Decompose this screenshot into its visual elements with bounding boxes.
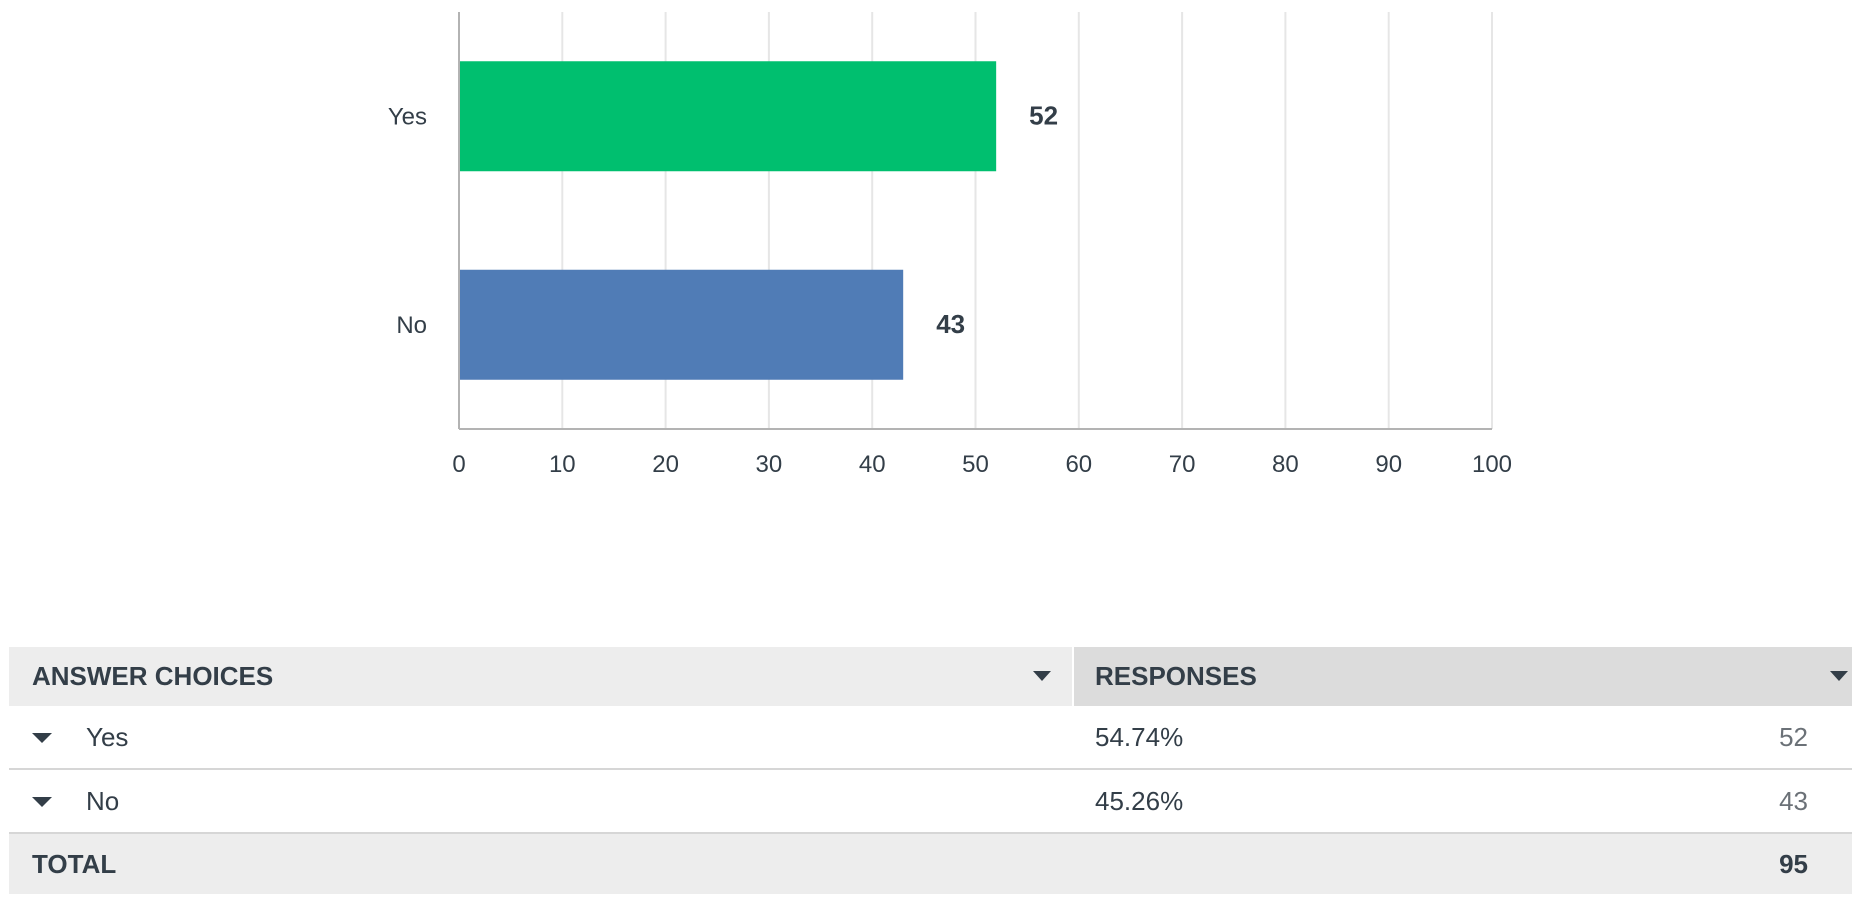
bar-no bbox=[460, 269, 904, 380]
table-row: Yes 54.74% 52 bbox=[9, 706, 1852, 770]
response-percent: 54.74% bbox=[1095, 722, 1184, 752]
category-label: No bbox=[396, 312, 427, 339]
x-tick-label: 30 bbox=[756, 451, 783, 478]
total-row: TOTAL 95 bbox=[9, 834, 1852, 894]
x-tick-label: 10 bbox=[549, 451, 576, 478]
x-tick-label: 80 bbox=[1272, 451, 1299, 478]
data-label: 52 bbox=[1029, 100, 1058, 130]
bar-yes bbox=[460, 61, 997, 172]
x-tick-label: 40 bbox=[859, 451, 886, 478]
sort-caret-down-icon[interactable] bbox=[1033, 671, 1051, 681]
response-percent: 45.26% bbox=[1095, 786, 1184, 816]
bar-chart: 0 10 20 30 40 50 60 70 80 90 100 Yes 52 No 43 bbox=[388, 12, 1512, 478]
x-tick-label: 0 bbox=[452, 451, 465, 478]
x-tick-label: 90 bbox=[1375, 451, 1402, 478]
answer-label: Yes bbox=[86, 722, 129, 752]
table-row: No 45.26% 43 bbox=[9, 770, 1852, 834]
x-tick-label: 20 bbox=[652, 451, 679, 478]
total-label: TOTAL bbox=[32, 849, 117, 879]
x-tick-label: 100 bbox=[1472, 451, 1512, 478]
answer-choices-header[interactable]: ANSWER CHOICES bbox=[9, 647, 1072, 706]
x-tick-label: 60 bbox=[1065, 451, 1092, 478]
axes bbox=[458, 12, 1492, 430]
data-label: 43 bbox=[936, 309, 965, 339]
labels: 0 10 20 30 40 50 60 70 80 90 100 Yes 52 No 43 bbox=[388, 100, 1512, 478]
x-tick-label: 70 bbox=[1169, 451, 1196, 478]
answer-choices-header-label: ANSWER CHOICES bbox=[32, 661, 274, 691]
sort-caret-down-icon[interactable] bbox=[1830, 671, 1848, 681]
responses-header-label: RESPONSES bbox=[1095, 661, 1257, 691]
bars bbox=[460, 61, 997, 380]
responses-header[interactable]: RESPONSES bbox=[1072, 647, 1852, 706]
table-header-row: ANSWER CHOICES RESPONSES bbox=[9, 647, 1852, 706]
answer-label: No bbox=[86, 786, 120, 816]
response-count: 52 bbox=[1779, 722, 1808, 752]
total-value: 95 bbox=[1779, 849, 1808, 879]
category-label: Yes bbox=[388, 103, 427, 130]
expand-caret-down-icon[interactable] bbox=[32, 797, 52, 807]
response-count: 43 bbox=[1779, 786, 1808, 816]
expand-caret-down-icon[interactable] bbox=[32, 733, 52, 743]
x-tick-label: 50 bbox=[962, 451, 989, 478]
results-table: ANSWER CHOICES RESPONSES Yes 54.74% 52 N… bbox=[9, 647, 1852, 894]
